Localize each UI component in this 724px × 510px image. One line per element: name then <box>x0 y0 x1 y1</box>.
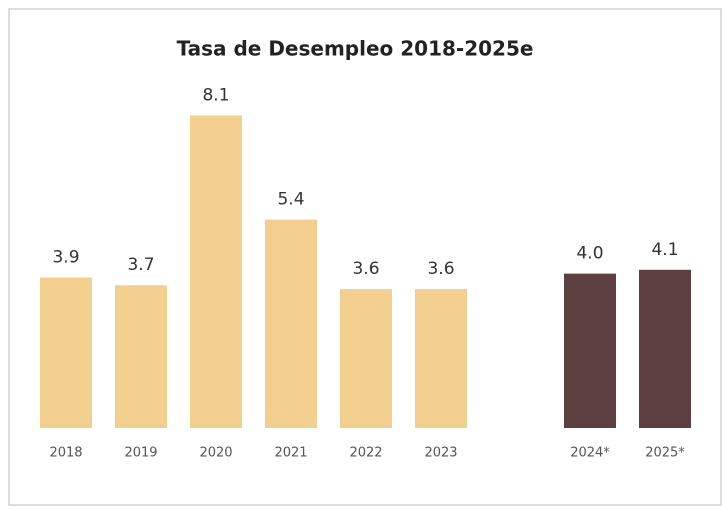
value-label: 4.0 <box>576 244 603 264</box>
value-label: 3.9 <box>52 248 79 268</box>
bar <box>190 115 242 428</box>
bar <box>40 277 92 428</box>
value-label: 3.6 <box>427 259 454 279</box>
x-tick-label: 2022 <box>349 446 382 461</box>
value-label: 8.1 <box>202 85 229 105</box>
bar <box>265 219 317 428</box>
bar <box>639 269 691 428</box>
value-label: 3.7 <box>127 255 154 275</box>
value-label: 5.4 <box>277 190 304 210</box>
value-label: 4.1 <box>651 240 678 260</box>
frame <box>8 8 722 506</box>
x-tick-label: 2025* <box>645 446 685 461</box>
bar <box>115 285 167 428</box>
x-tick-label: 2021 <box>274 446 307 461</box>
bar <box>415 289 467 428</box>
bar <box>564 273 616 428</box>
x-tick-label: 2020 <box>199 446 232 461</box>
chart-title: Tasa de Desempleo 2018-2025e <box>177 37 534 61</box>
value-label: 3.6 <box>352 259 379 279</box>
x-tick-label: 2024* <box>570 446 610 461</box>
x-tick-label: 2019 <box>124 446 157 461</box>
x-tick-label: 2023 <box>424 446 457 461</box>
bar <box>340 289 392 428</box>
x-tick-label: 2018 <box>49 446 82 461</box>
